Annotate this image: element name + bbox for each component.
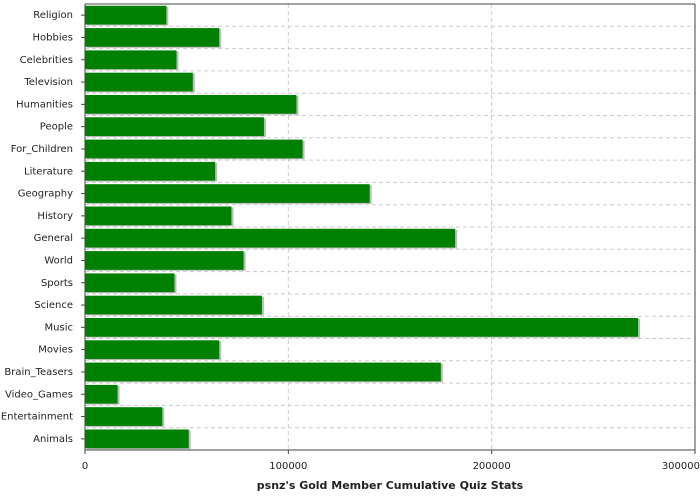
bar — [85, 384, 118, 404]
y-tick-label: Science — [34, 300, 73, 311]
bar — [85, 206, 232, 226]
bar — [85, 273, 175, 293]
bar — [85, 295, 262, 315]
y-tick-label: For_Children — [11, 144, 73, 155]
y-tick-label: Hobbies — [33, 32, 73, 43]
y-tick-label: Video_Games — [5, 389, 73, 400]
bar — [85, 429, 189, 449]
bar — [85, 72, 193, 92]
y-tick-label: Literature — [24, 166, 73, 177]
y-tick-label: Movies — [38, 345, 73, 356]
bar — [85, 317, 639, 337]
y-tick-label: History — [37, 211, 73, 222]
bar — [85, 362, 441, 382]
y-tick-label: People — [40, 122, 73, 133]
y-tick-label: Sports — [41, 278, 73, 289]
y-tick-label: Music — [45, 322, 73, 333]
bar — [85, 50, 177, 70]
bar — [85, 28, 220, 47]
y-tick-label: Television — [23, 77, 73, 88]
x-tick-label: 200000 — [473, 461, 511, 472]
bar — [85, 161, 216, 181]
y-tick-label: General — [34, 233, 73, 244]
bar — [85, 94, 297, 114]
y-tick-label: Celebrities — [20, 55, 73, 66]
bar — [85, 407, 163, 426]
bar — [85, 340, 220, 360]
bar — [85, 228, 456, 248]
bar — [85, 5, 167, 25]
bar — [85, 251, 244, 270]
y-tick-label: Humanities — [16, 99, 73, 110]
bar — [85, 184, 370, 203]
y-tick-label: Geography — [18, 189, 73, 200]
y-tick-label: Religion — [33, 10, 73, 21]
y-tick-label: Entertainment — [1, 412, 73, 423]
y-tick-label: Animals — [33, 434, 73, 445]
y-tick-label: Brain_Teasers — [4, 367, 73, 378]
x-tick-label: 300000 — [662, 461, 700, 472]
chart-title: psnz's Gold Member Cumulative Quiz Stats — [257, 479, 524, 492]
bar — [85, 139, 303, 159]
x-tick-label: 100000 — [269, 461, 307, 472]
x-tick-label: 0 — [82, 461, 88, 472]
bar — [85, 117, 264, 137]
y-tick-label: World — [44, 255, 73, 266]
